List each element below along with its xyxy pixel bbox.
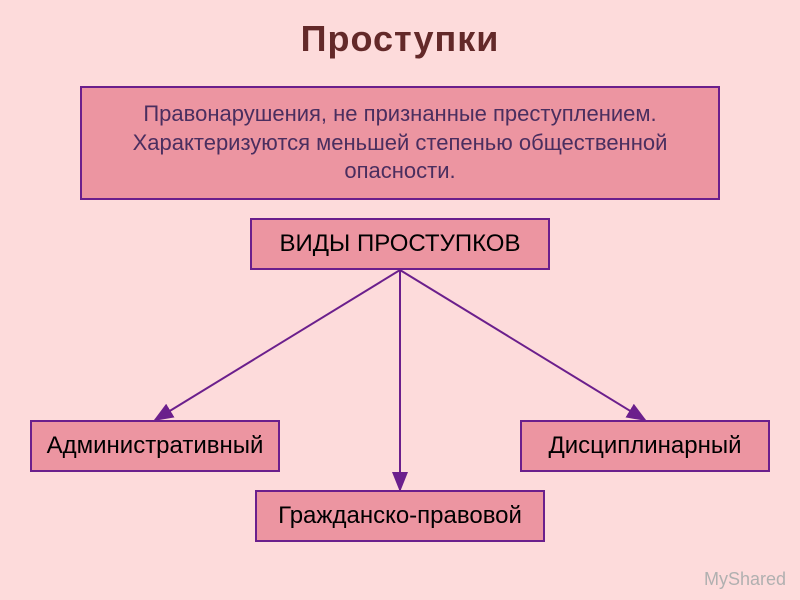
child-node-right: Дисциплинарный	[520, 420, 770, 472]
arrow-to-right	[400, 270, 645, 420]
arrow-to-left	[155, 270, 400, 420]
child-node-middle: Гражданско-правовой	[255, 490, 545, 542]
child-node-left: Административный	[30, 420, 280, 472]
diagram-title: Проступки	[301, 18, 500, 60]
definition-box: Правонарушения, не признанные преступлен…	[80, 86, 720, 200]
watermark: MyShared	[704, 569, 786, 590]
root-node: ВИДЫ ПРОСТУПКОВ	[250, 218, 550, 270]
